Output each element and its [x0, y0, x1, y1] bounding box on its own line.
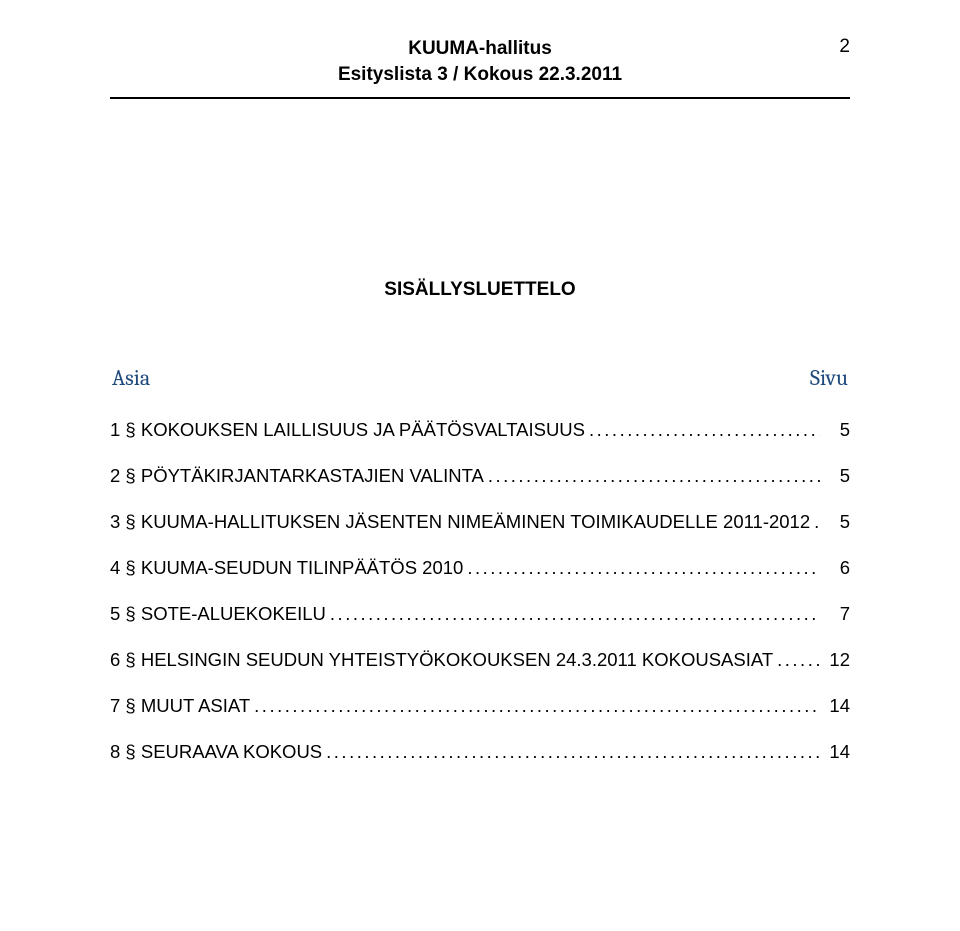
toc-row: 1 § KOKOUKSEN LAILLISUUS JA PÄÄTÖSVALTAI… [110, 419, 850, 441]
toc-item-page: 6 [824, 557, 850, 579]
toc-item-label: 6 § HELSINGIN SEUDUN YHTEISTYÖKOKOUKSEN … [110, 649, 773, 671]
header-divider [110, 97, 850, 99]
toc-row: 6 § HELSINGIN SEUDUN YHTEISTYÖKOKOUKSEN … [110, 649, 850, 671]
toc-item-label: 7 § MUUT ASIAT [110, 695, 250, 717]
toc-item-page: 14 [824, 695, 850, 717]
toc-leader-dots: ........................................… [326, 741, 820, 763]
toc-item-label: 4 § KUUMA-SEUDUN TILINPÄÄTÖS 2010 [110, 557, 463, 579]
page-number: 2 [839, 36, 850, 58]
toc-leader-dots: ........................................… [254, 695, 820, 717]
header-subtitle: Esityslista 3 / Kokous 22.3.2011 [110, 62, 850, 88]
toc-item-page: 5 [824, 511, 850, 533]
toc-row: 8 § SEURAAVA KOKOUS ....................… [110, 741, 850, 763]
toc-row: 4 § KUUMA-SEUDUN TILINPÄÄTÖS 2010 ......… [110, 557, 850, 579]
toc-header-right: Sivu [810, 365, 848, 391]
toc-header-row: Asia Sivu [110, 365, 850, 391]
toc-item-label: 2 § PÖYTÄKIRJANTARKASTAJIEN VALINTA [110, 465, 484, 487]
toc-leader-dots: ........................................… [488, 465, 820, 487]
header-title: KUUMA-hallitus [110, 36, 850, 62]
toc-row: 7 § MUUT ASIAT .........................… [110, 695, 850, 717]
toc-row: 3 § KUUMA-HALLITUKSEN JÄSENTEN NIMEÄMINE… [110, 511, 850, 533]
toc-leader-dots: ........................................… [467, 557, 820, 579]
toc-row: 2 § PÖYTÄKIRJANTARKASTAJIEN VALINTA ....… [110, 465, 850, 487]
toc-item-page: 7 [824, 603, 850, 625]
toc-header-left: Asia [112, 365, 150, 391]
toc-item-page: 5 [824, 465, 850, 487]
page: 2 KUUMA-hallitus Esityslista 3 / Kokous … [0, 0, 960, 931]
toc-item-label: 1 § KOKOUKSEN LAILLISUUS JA PÄÄTÖSVALTAI… [110, 419, 585, 441]
toc-leader-dots: ........................................… [589, 419, 820, 441]
toc-leader-dots: ........................................… [777, 649, 820, 671]
toc-row: 5 § SOTE-ALUEKOKEILU ...................… [110, 603, 850, 625]
toc-item-page: 5 [824, 419, 850, 441]
toc-item-label: 3 § KUUMA-HALLITUKSEN JÄSENTEN NIMEÄMINE… [110, 511, 810, 533]
toc-leader-dots: ........................................… [330, 603, 820, 625]
toc-item-page: 12 [824, 649, 850, 671]
toc-item-page: 14 [824, 741, 850, 763]
toc-item-label: 8 § SEURAAVA KOKOUS [110, 741, 322, 763]
toc-title: SISÄLLYSLUETTELO [110, 279, 850, 301]
toc-leader-dots: ........................................… [814, 511, 820, 533]
document-header: KUUMA-hallitus Esityslista 3 / Kokous 22… [110, 36, 850, 87]
toc-item-label: 5 § SOTE-ALUEKOKEILU [110, 603, 326, 625]
toc-list: 1 § KOKOUKSEN LAILLISUUS JA PÄÄTÖSVALTAI… [110, 419, 850, 763]
